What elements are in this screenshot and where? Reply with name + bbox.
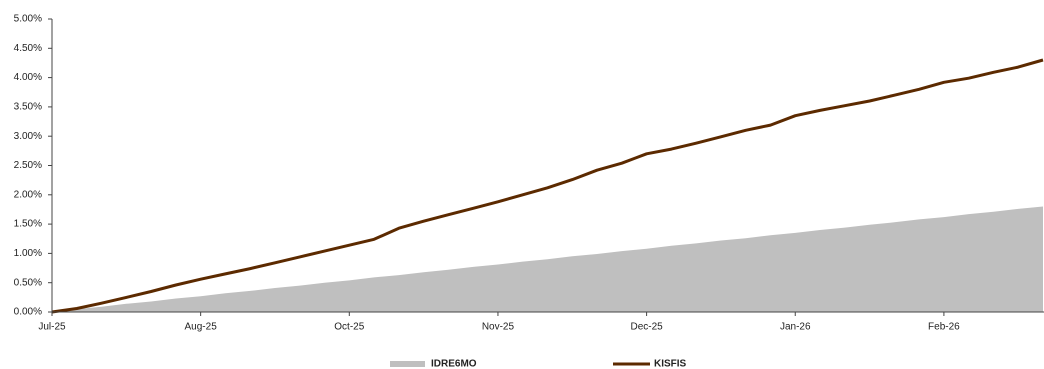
x-tick-label: Aug-25 <box>185 322 218 333</box>
line <box>51 58 1044 314</box>
x-tick-label: Oct-25 <box>334 322 364 333</box>
x-tick-label: Nov-25 <box>482 322 515 333</box>
y-tick-label: 0.50% <box>14 277 42 288</box>
y-tick-label: 4.50% <box>14 43 42 54</box>
y-tick-label: 2.50% <box>14 160 42 171</box>
legend-label: KISFIS <box>654 359 687 369</box>
x-tick-label: Jul-25 <box>38 322 66 333</box>
area <box>52 206 1043 312</box>
x-tick-label: Feb-26 <box>928 322 960 333</box>
y-tick-label: 2.00% <box>14 189 42 200</box>
legend-swatch <box>390 361 425 367</box>
x-tick-label: Dec-25 <box>630 322 663 333</box>
x-tick-label: Jan-26 <box>780 322 811 333</box>
y-tick-label: 3.00% <box>14 131 42 142</box>
y-tick-label: 5.00% <box>14 14 42 25</box>
legend-label: IDRE6MO <box>431 359 477 369</box>
y-tick-label: 3.50% <box>14 102 42 113</box>
y-tick-label: 4.00% <box>14 72 42 83</box>
y-tick-label: 1.50% <box>14 219 42 230</box>
y-tick-label: 0.00% <box>14 307 42 318</box>
y-tick-label: 1.00% <box>14 248 42 259</box>
